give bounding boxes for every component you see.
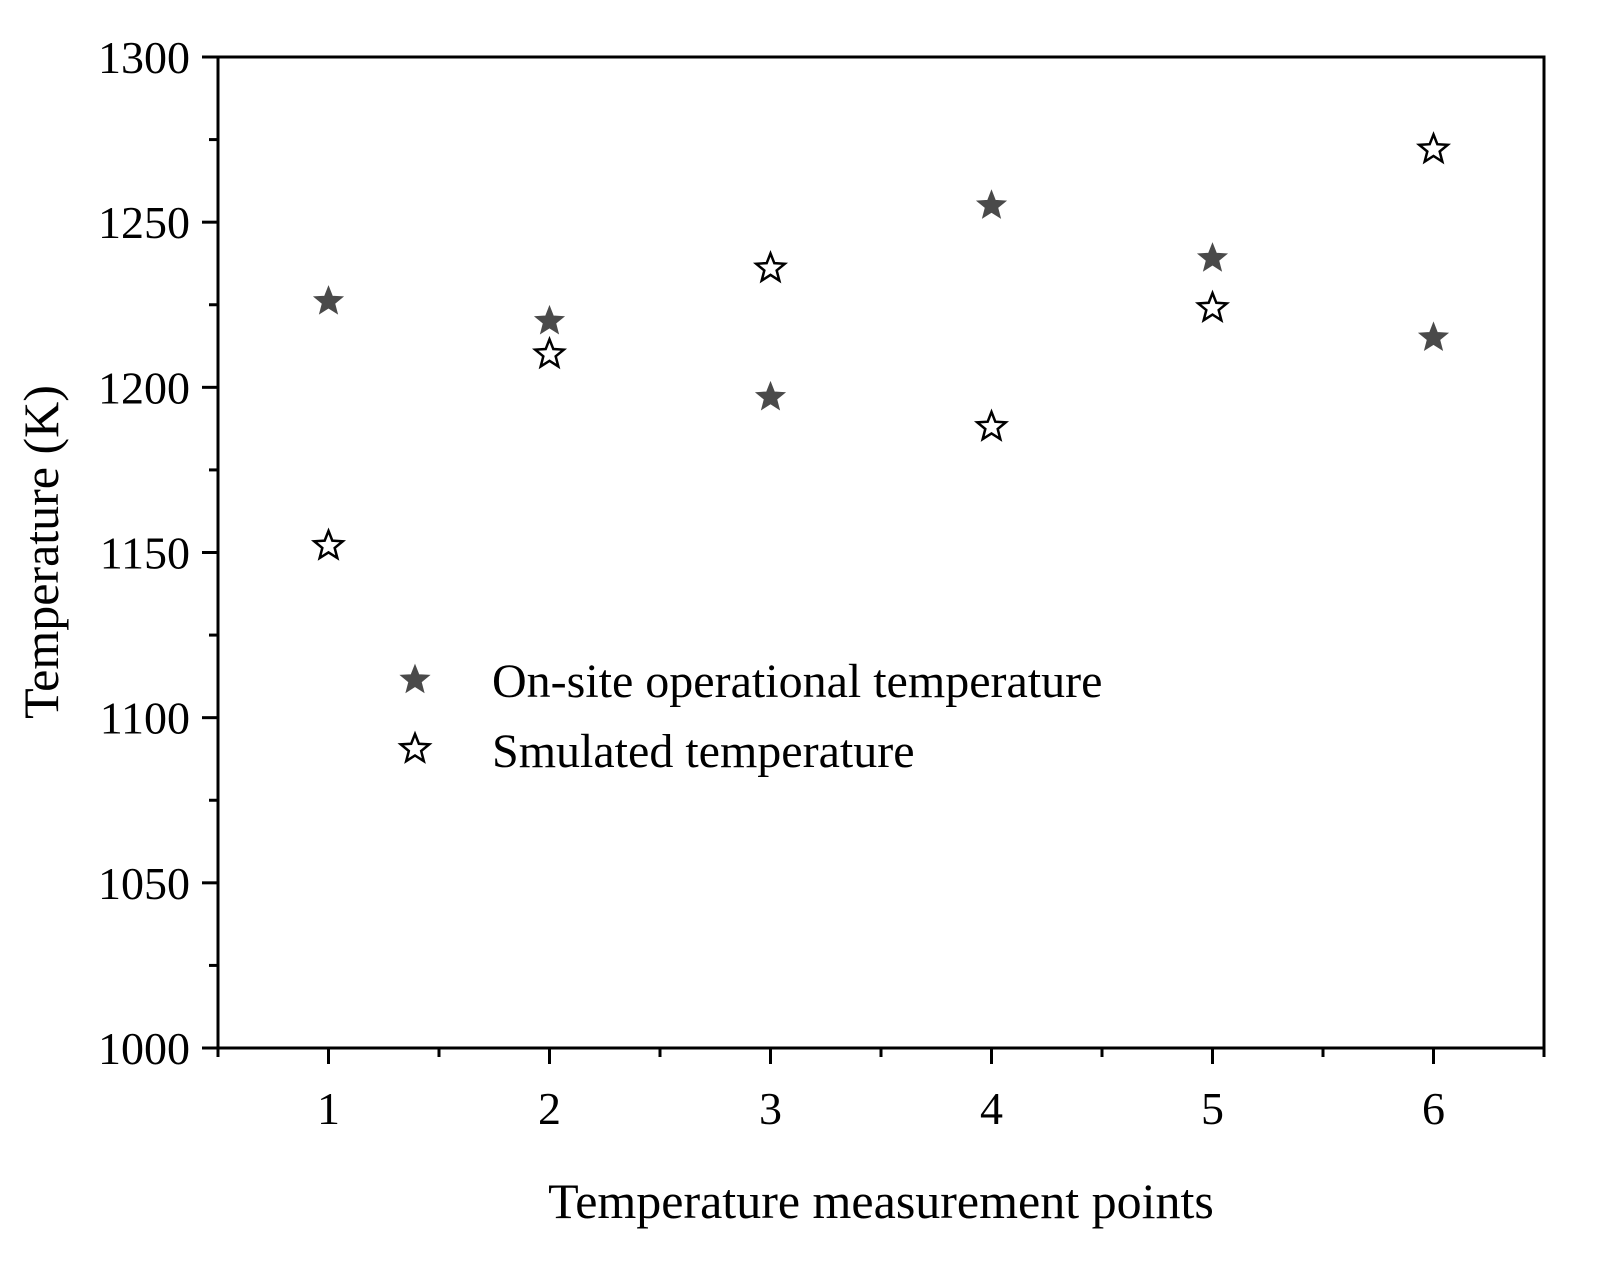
y-tick-label: 1300 xyxy=(98,32,190,83)
y-tick-label: 1250 xyxy=(98,197,190,248)
simulated-point xyxy=(752,249,789,284)
onsite-point xyxy=(312,285,345,315)
legend: On-site operational temperature Smulated… xyxy=(397,655,1102,778)
y-tick-label: 1050 xyxy=(98,858,190,909)
x-tick-label: 1 xyxy=(317,1083,340,1134)
x-tick-label: 5 xyxy=(1201,1083,1224,1134)
simulated-point xyxy=(1194,289,1231,323)
y-axis-label: Temperature (K) xyxy=(13,385,69,719)
legend-marker-simulated xyxy=(397,730,433,764)
y-tick-label: 1000 xyxy=(98,1023,190,1074)
tick-labels: 1000 1050 1100 1150 1200 1250 1300 1 2 3 4 5 6 xyxy=(98,32,1445,1134)
legend-star-hollow xyxy=(397,730,433,764)
onsite-point xyxy=(975,189,1008,219)
simulated-point xyxy=(310,527,347,561)
x-axis-label: Temperature measurement points xyxy=(548,1173,1214,1229)
simulated-point xyxy=(973,408,1010,442)
y-tick-label: 1100 xyxy=(100,693,190,744)
y-tick-label: 1150 xyxy=(100,528,190,579)
legend-marker-onsite xyxy=(399,663,431,694)
onsite-point xyxy=(1417,321,1450,352)
legend-star-filled xyxy=(399,663,431,694)
simulated-point xyxy=(531,335,568,370)
onsite-point xyxy=(1196,242,1229,272)
y-tick-label: 1200 xyxy=(98,362,190,413)
legend-label-simulated: Smulated temperature xyxy=(492,725,915,778)
data-points xyxy=(310,131,1452,561)
axis-ticks xyxy=(202,55,1546,1064)
legend-label-onsite: On-site operational temperature xyxy=(492,655,1102,708)
simulated-point xyxy=(1415,131,1452,165)
x-tick-label: 4 xyxy=(980,1083,1003,1134)
x-tick-label: 2 xyxy=(538,1083,561,1134)
x-tick-label: 3 xyxy=(759,1083,782,1134)
x-tick-label: 6 xyxy=(1422,1083,1445,1134)
onsite-point xyxy=(533,304,566,335)
onsite-point xyxy=(754,380,787,411)
plot-area xyxy=(216,55,1546,1050)
